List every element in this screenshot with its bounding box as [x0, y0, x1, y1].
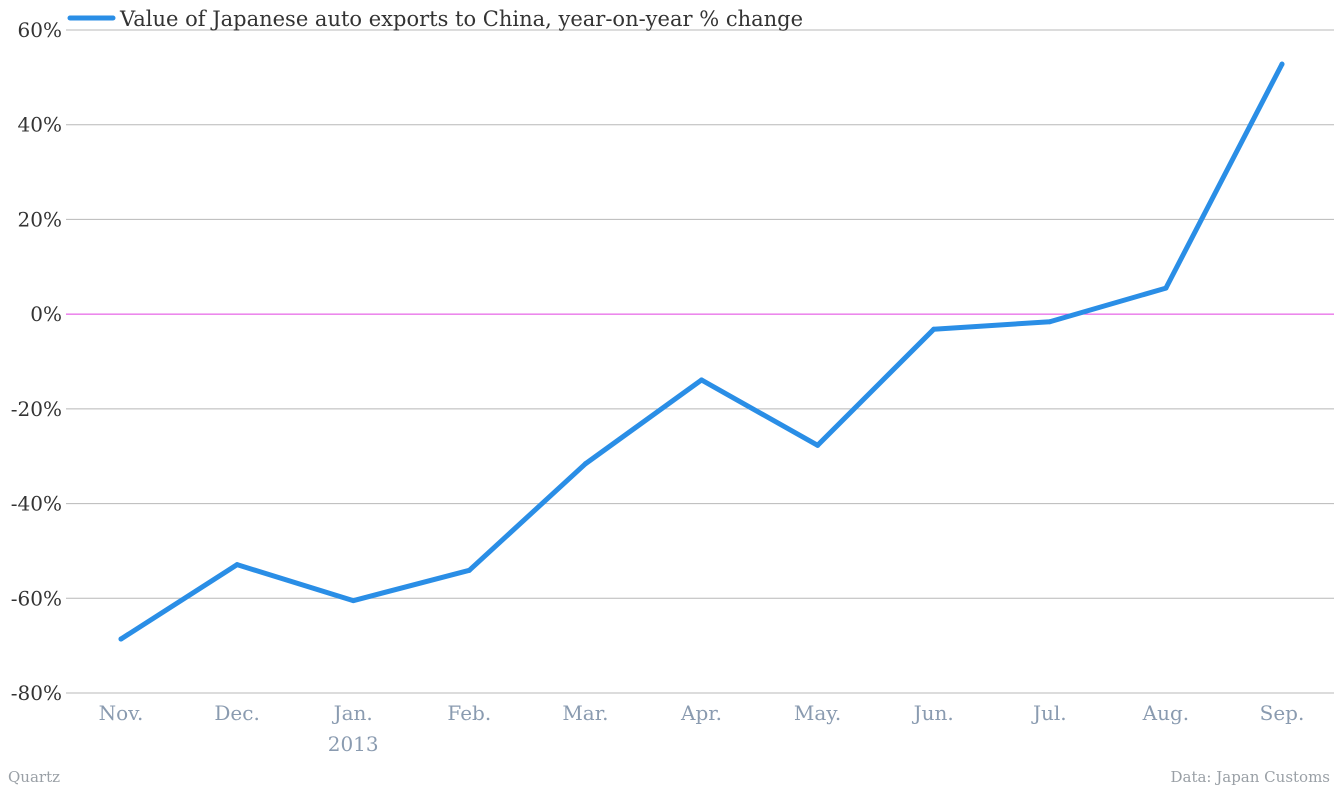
data-point — [1047, 319, 1053, 325]
legend-label: Value of Japanese auto exports to China,… — [119, 7, 803, 31]
data-point — [466, 567, 472, 573]
y-tick-label: -20% — [11, 397, 62, 421]
series-line — [118, 61, 1285, 642]
x-tick-label: Nov. — [99, 701, 144, 725]
y-axis-tick-labels: -80% -60% -40% -20% 0% 20% 40% 60% — [11, 18, 62, 705]
data-source-credit: Data: Japan Customs — [1170, 768, 1330, 786]
x-tick-label: Dec. — [214, 701, 259, 725]
x-tick-label: Sep. — [1260, 701, 1305, 725]
x-tick-label: Jan. — [332, 701, 373, 725]
data-point — [931, 326, 937, 332]
series-lines — [118, 61, 1285, 642]
x-tick-label: Feb. — [447, 701, 491, 725]
x-tick-label: Jul. — [1031, 701, 1067, 725]
data-point — [1279, 61, 1285, 67]
y-tick-label: 0% — [30, 302, 62, 326]
data-point — [815, 442, 821, 448]
x-tick-label: Jun. — [912, 701, 954, 725]
y-tick-label: 60% — [18, 18, 62, 42]
data-point — [234, 562, 240, 568]
x-tick-label: May. — [794, 701, 841, 725]
grid-lines — [66, 29, 1334, 694]
data-point — [699, 377, 704, 383]
x-tick-label: Mar. — [562, 701, 608, 725]
x-tick-label: Aug. — [1142, 701, 1189, 725]
y-tick-label: -40% — [11, 492, 62, 516]
data-point — [350, 598, 356, 604]
y-tick-label: -60% — [11, 586, 62, 610]
data-point — [582, 461, 588, 467]
publisher-credit: Quartz — [8, 768, 61, 786]
data-point — [118, 636, 124, 642]
x-tick-sublabel: 2013 — [328, 732, 379, 756]
x-axis-tick-labels: Nov. Dec. Jan. 2013 Feb. Mar. Apr. May. Jun. Jul.… — [99, 701, 1305, 756]
x-tick-label: Apr. — [680, 701, 722, 725]
y-tick-label: 20% — [18, 207, 62, 231]
legend: Value of Japanese auto exports to China,… — [67, 7, 803, 31]
y-tick-label: 40% — [18, 113, 62, 137]
y-tick-label: -80% — [11, 681, 62, 705]
data-point — [1163, 285, 1169, 291]
